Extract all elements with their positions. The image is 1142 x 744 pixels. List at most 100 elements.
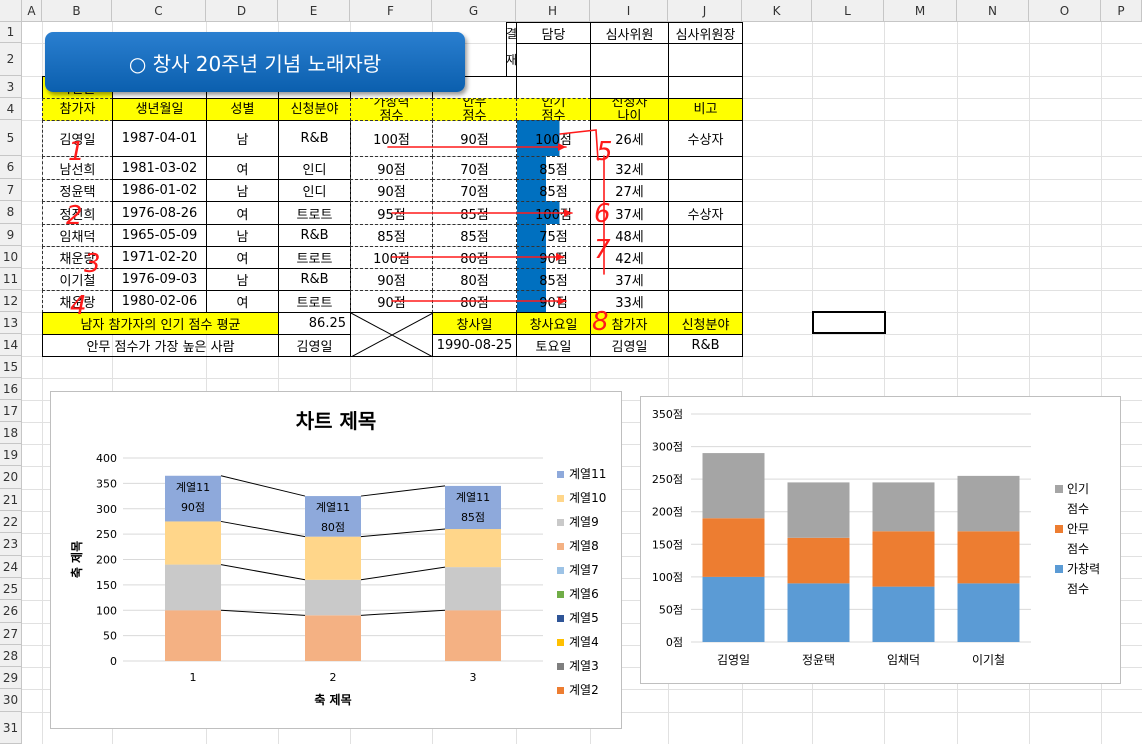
column-header-A[interactable]: A: [22, 0, 42, 22]
table-cell-r7-c7[interactable]: 85점: [516, 268, 591, 291]
table-cell-r7-c1[interactable]: 이기철: [42, 268, 113, 291]
row-header-9[interactable]: 9: [0, 224, 22, 246]
empty-cell-row3[interactable]: [516, 76, 591, 99]
row-header-7[interactable]: 7: [0, 179, 22, 201]
weekday-header[interactable]: 창사요일: [516, 312, 591, 335]
table-cell-r6-c3[interactable]: 여: [206, 246, 279, 269]
chart1-bar-계열9-2[interactable]: [305, 579, 361, 616]
column-header-I[interactable]: I: [590, 0, 668, 22]
table-cell-r4-c6[interactable]: 85점: [432, 201, 517, 225]
table-cell-r2-c2[interactable]: 1981-03-02: [112, 156, 207, 180]
row-header-4[interactable]: 4: [0, 98, 22, 120]
row-header-28[interactable]: 28: [0, 645, 22, 667]
header-5[interactable]: 가창력 점수: [350, 98, 433, 121]
chart2-bar-임채덕[interactable]: [872, 586, 935, 642]
empty-cell-row3[interactable]: [668, 76, 743, 99]
table-cell-r1-c4[interactable]: R&B: [278, 120, 351, 157]
table-cell-r3-c4[interactable]: 인디: [278, 179, 351, 202]
table-cell-r6-c5[interactable]: 100점: [350, 246, 433, 269]
table-cell-r3-c8[interactable]: 27세: [590, 179, 669, 202]
header-3[interactable]: 성별: [206, 98, 279, 121]
table-cell-r2-c5[interactable]: 90점: [350, 156, 433, 180]
table-cell-r4-c9[interactable]: 수상자: [668, 201, 743, 225]
field-value[interactable]: R&B: [668, 334, 743, 357]
approval-sign-staff[interactable]: [516, 43, 591, 77]
table-cell-r1-c7[interactable]: 100점: [516, 120, 591, 157]
row-header-18[interactable]: 18: [0, 422, 22, 444]
chart2-bar-김영일[interactable]: [702, 453, 765, 519]
field-header[interactable]: 신청분야: [668, 312, 743, 335]
table-cell-r1-c1[interactable]: 김영일: [42, 120, 113, 157]
table-cell-r6-c2[interactable]: 1971-02-20: [112, 246, 207, 269]
table-cell-r6-c8[interactable]: 42세: [590, 246, 669, 269]
header-9[interactable]: 비고: [668, 98, 743, 121]
table-cell-r4-c4[interactable]: 트로트: [278, 201, 351, 225]
row-header-30[interactable]: 30: [0, 689, 22, 712]
chart1-bar-계열8-3[interactable]: [445, 610, 501, 661]
crossed-cell[interactable]: [350, 312, 433, 357]
header-8[interactable]: 신청자 나이: [590, 98, 669, 121]
table-cell-r5-c4[interactable]: R&B: [278, 224, 351, 247]
empty-cell-row3[interactable]: [590, 76, 669, 99]
table-cell-r8-c6[interactable]: 80점: [432, 290, 517, 313]
approval-sign-judge[interactable]: [590, 43, 669, 77]
row-header-24[interactable]: 24: [0, 556, 22, 578]
table-cell-r6-c6[interactable]: 80점: [432, 246, 517, 269]
table-cell-r7-c5[interactable]: 90점: [350, 268, 433, 291]
column-header-K[interactable]: K: [742, 0, 812, 22]
approval-header-judge[interactable]: 심사위원: [590, 22, 669, 44]
table-cell-r7-c6[interactable]: 80점: [432, 268, 517, 291]
table-cell-r1-c9[interactable]: 수상자: [668, 120, 743, 157]
column-header-B[interactable]: B: [42, 0, 112, 22]
weekday-value[interactable]: 토요일: [516, 334, 591, 357]
row-header-3[interactable]: 3: [0, 76, 22, 98]
chart2-bar-김영일[interactable]: [702, 518, 765, 577]
row-header-26[interactable]: 26: [0, 600, 22, 623]
chart2-bar-임채덕[interactable]: [872, 482, 935, 532]
table-cell-r4-c8[interactable]: 37세: [590, 201, 669, 225]
approval-sign-chief[interactable]: [668, 43, 743, 77]
table-cell-r8-c9[interactable]: [668, 290, 743, 313]
chart1-bar-계열8-1[interactable]: [165, 610, 221, 661]
table-cell-r3-c9[interactable]: [668, 179, 743, 202]
table-cell-r5-c7[interactable]: 75점: [516, 224, 591, 247]
row-header-27[interactable]: 27: [0, 623, 22, 645]
avg-value[interactable]: 86.25: [278, 312, 351, 335]
table-cell-r5-c3[interactable]: 남: [206, 224, 279, 247]
column-header-E[interactable]: E: [278, 0, 350, 22]
select-all-corner[interactable]: [0, 0, 22, 22]
table-cell-r5-c5[interactable]: 85점: [350, 224, 433, 247]
table-cell-r8-c2[interactable]: 1980-02-06: [112, 290, 207, 313]
chart1-bar-계열8-2[interactable]: [305, 615, 361, 661]
approval-header-chief[interactable]: 심사위원장: [668, 22, 743, 44]
table-cell-r8-c4[interactable]: 트로트: [278, 290, 351, 313]
table-cell-r5-c9[interactable]: [668, 224, 743, 247]
chart2-bar-이기철[interactable]: [957, 583, 1020, 642]
chart1-bar-계열11-2[interactable]: [305, 496, 361, 537]
chart2-bar-이기철[interactable]: [957, 531, 1020, 584]
column-header-D[interactable]: D: [206, 0, 278, 22]
table-cell-r5-c6[interactable]: 85점: [432, 224, 517, 247]
column-header-J[interactable]: J: [668, 0, 742, 22]
row-header-10[interactable]: 10: [0, 246, 22, 268]
row-header-2[interactable]: 2: [0, 43, 22, 76]
table-cell-r5-c8[interactable]: 48세: [590, 224, 669, 247]
table-cell-r3-c1[interactable]: 정윤택: [42, 179, 113, 202]
row-header-11[interactable]: 11: [0, 268, 22, 290]
table-cell-r2-c8[interactable]: 32세: [590, 156, 669, 180]
table-cell-r8-c7[interactable]: 90점: [516, 290, 591, 313]
header-6[interactable]: 안무 점수: [432, 98, 517, 121]
table-cell-r7-c8[interactable]: 37세: [590, 268, 669, 291]
chart1-bar-계열11-3[interactable]: [445, 485, 501, 530]
avg-label[interactable]: 남자 참가자의 인기 점수 평균: [42, 312, 279, 335]
table-cell-r5-c1[interactable]: 임채덕: [42, 224, 113, 247]
table-cell-r8-c1[interactable]: 채운랑: [42, 290, 113, 313]
max-value[interactable]: 김영일: [278, 334, 351, 357]
row-header-17[interactable]: 17: [0, 400, 22, 422]
chart1-bar-계열10-1[interactable]: [165, 521, 221, 565]
table-cell-r3-c2[interactable]: 1986-01-02: [112, 179, 207, 202]
row-header-15[interactable]: 15: [0, 356, 22, 378]
table-cell-r3-c5[interactable]: 90점: [350, 179, 433, 202]
